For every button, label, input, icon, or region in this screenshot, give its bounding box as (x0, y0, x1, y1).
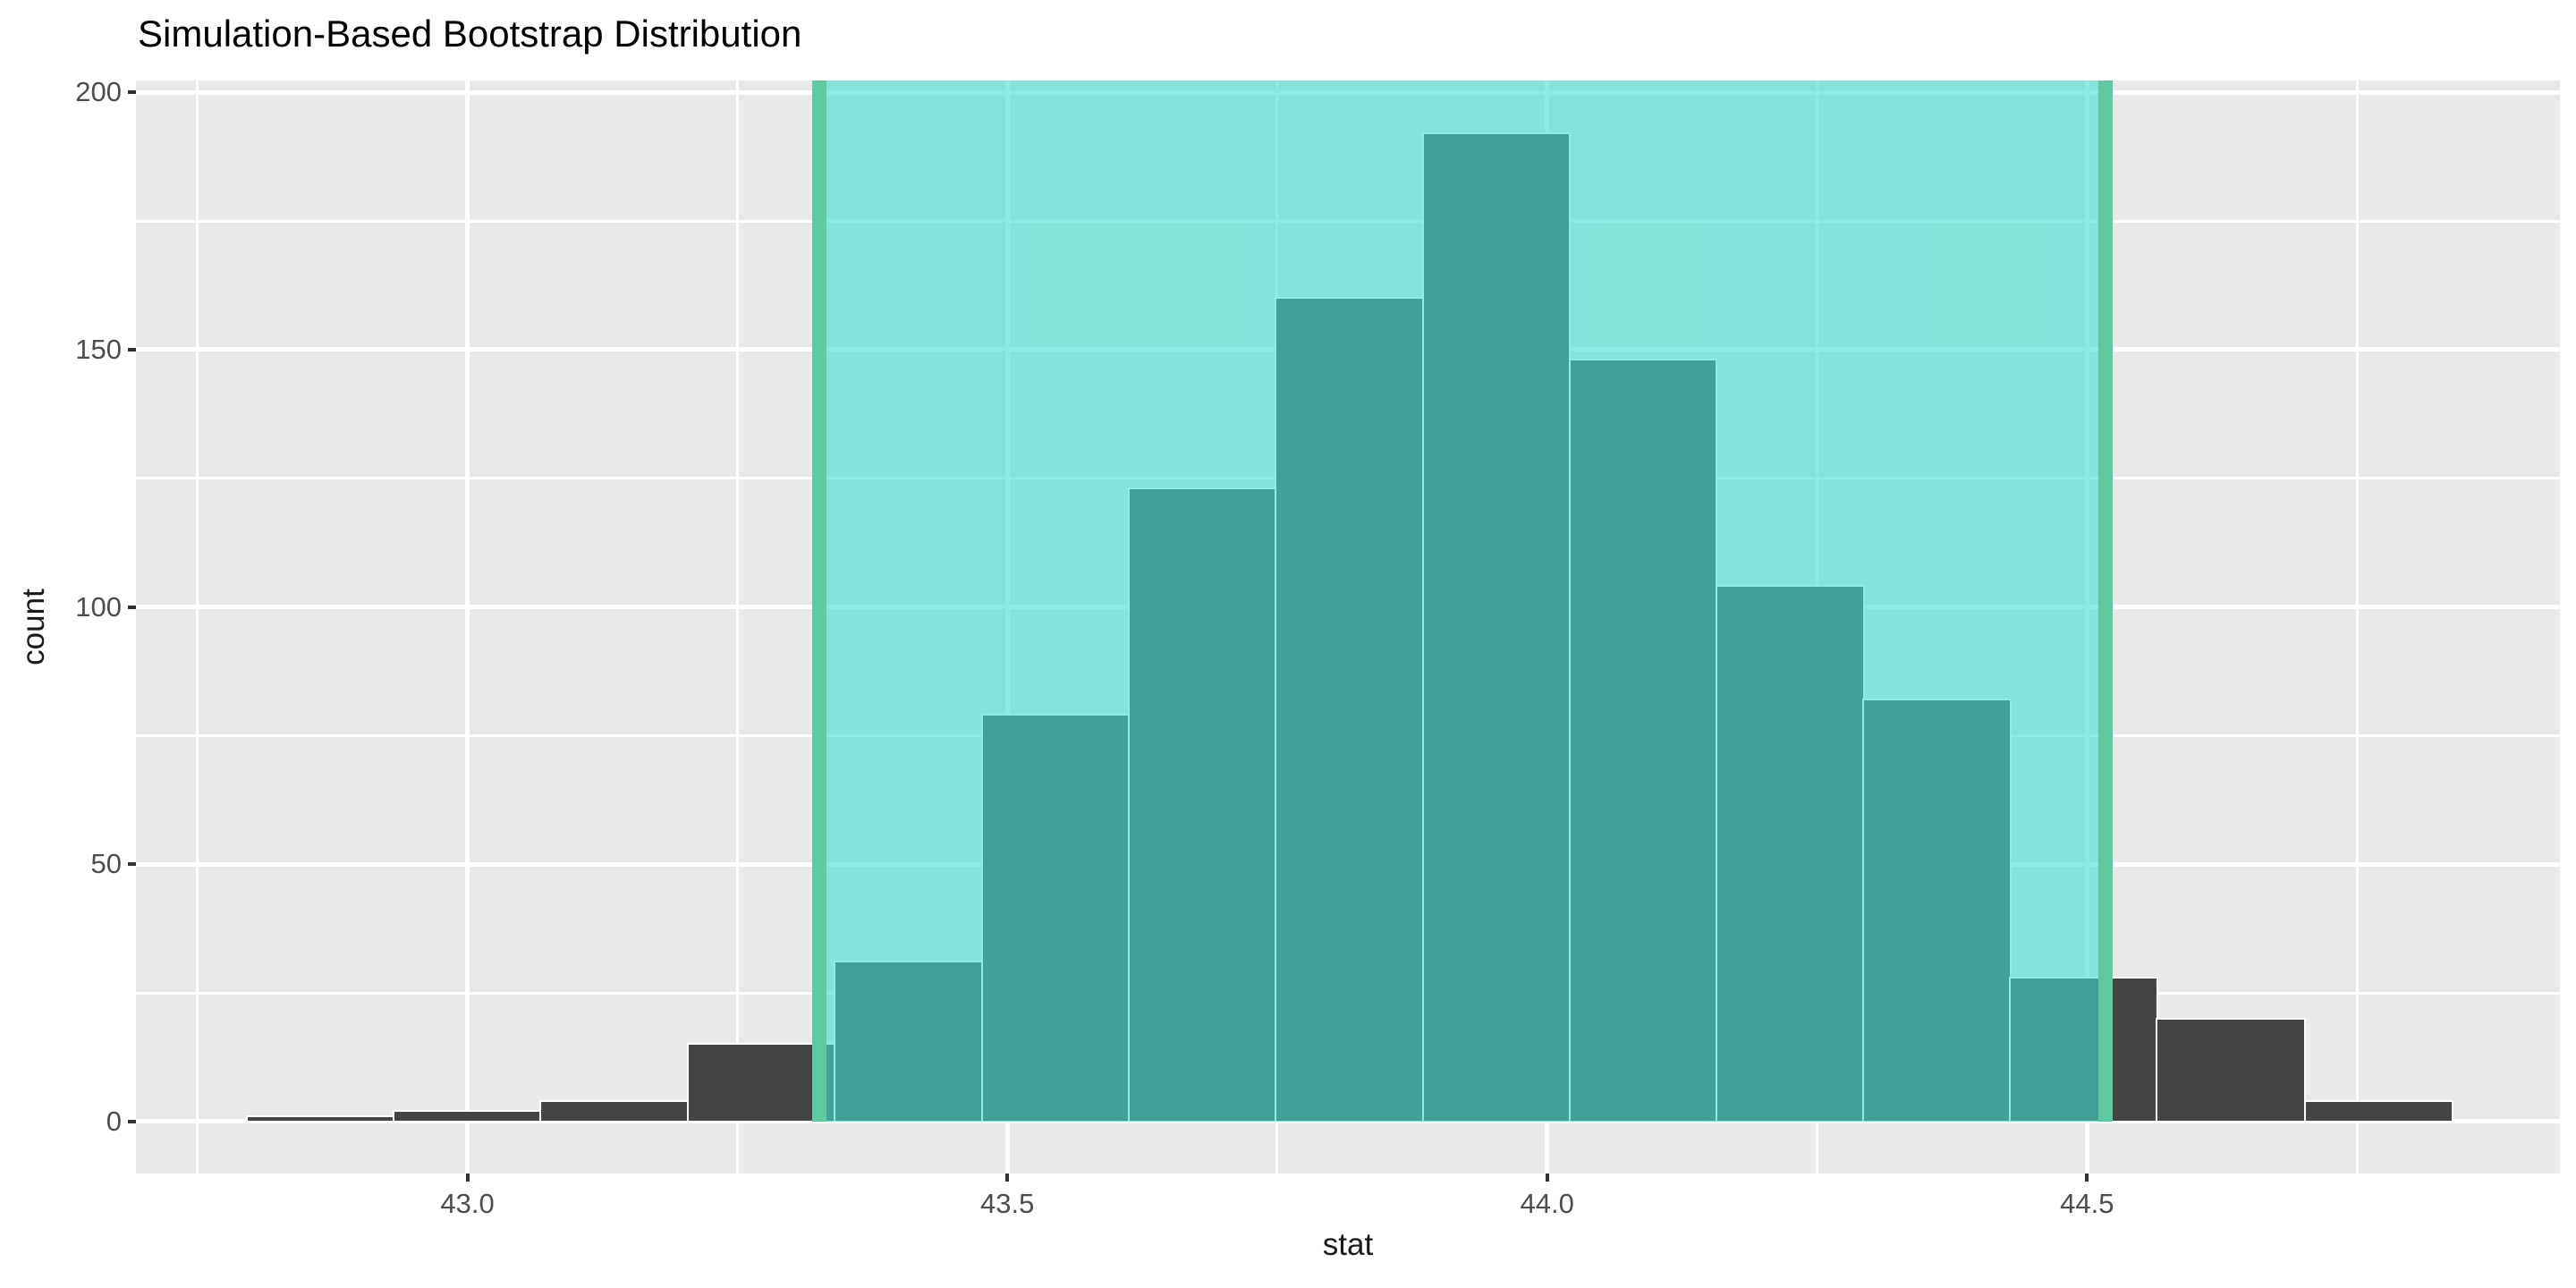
confidence-interval-lower-line (812, 80, 827, 1122)
gridline-minor-x (735, 80, 739, 1174)
plot-panel (136, 80, 2560, 1174)
x-axis-tick (1005, 1174, 1010, 1182)
x-tick-label: 44.5 (2060, 1188, 2114, 1219)
x-tick-label: 44.0 (1520, 1188, 1574, 1219)
x-axis-tick (2085, 1174, 2089, 1182)
gridline-major-x (465, 80, 470, 1174)
x-axis-tick (465, 1174, 470, 1182)
x-tick-label: 43.0 (440, 1188, 495, 1219)
histogram-bar (2303, 1099, 2453, 1123)
histogram-bar (246, 1114, 395, 1123)
x-axis-title: stat (1322, 1227, 1374, 1262)
y-axis-tick (128, 862, 136, 867)
y-tick-label: 100 (75, 590, 122, 623)
histogram-bar (393, 1110, 542, 1123)
y-tick-label: 150 (75, 333, 122, 365)
histogram-bar (686, 1043, 836, 1123)
y-axis-tick (128, 90, 136, 95)
y-axis-tick (128, 347, 136, 352)
histogram-bar (539, 1099, 690, 1123)
histogram-bar (2156, 1017, 2307, 1123)
chart-title: Simulation-Based Bootstrap Distribution (138, 13, 802, 55)
y-tick-label: 0 (106, 1105, 122, 1137)
gridline-minor-x (196, 80, 199, 1174)
y-axis-tick (128, 1119, 136, 1123)
x-axis-tick (1545, 1174, 1549, 1182)
confidence-interval-band (819, 80, 2106, 1122)
x-tick-label: 43.5 (979, 1188, 1035, 1219)
gridline-minor-x (2355, 80, 2359, 1174)
y-tick-label: 200 (75, 76, 122, 108)
y-axis-tick (128, 605, 136, 609)
confidence-interval-upper-line (2097, 80, 2113, 1122)
y-tick-label: 50 (90, 848, 122, 880)
y-axis-title: count (16, 589, 51, 665)
